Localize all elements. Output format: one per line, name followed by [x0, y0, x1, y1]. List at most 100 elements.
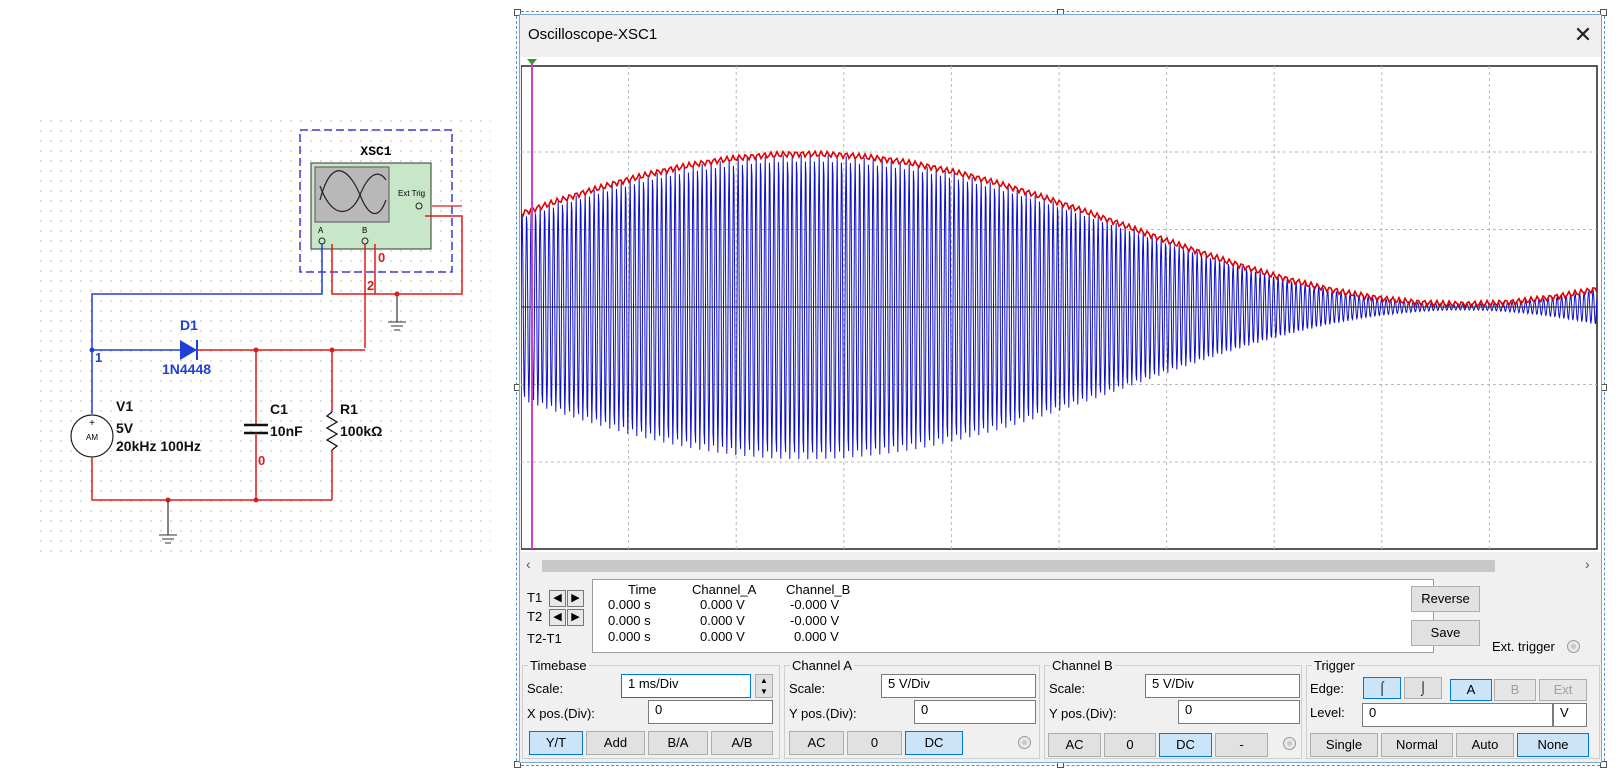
resistor-r1[interactable] [325, 411, 339, 451]
cursor-t1-handle[interactable] [527, 59, 537, 65]
ext-trig-label: Ext Trig [398, 189, 425, 198]
channel-b-dc-button[interactable]: DC [1159, 733, 1212, 757]
instrument-name: XSC1 [360, 144, 391, 159]
timebase-scale-label: Scale: [527, 681, 564, 696]
channel-b-scale-label: Scale: [1049, 681, 1086, 696]
t2-label: T2 [527, 609, 543, 624]
readout-t1-channel-a: 0.000 V [700, 597, 745, 612]
trigger-source-b-button[interactable]: B [1494, 679, 1536, 701]
scope-display[interactable] [521, 57, 1601, 552]
resize-handle[interactable] [1600, 761, 1607, 768]
capacitor-value-label: 10nF [270, 423, 303, 439]
source-frequency-label: 20kHz 100Hz [116, 438, 201, 454]
channel-b-ypos-label: Y pos.(Div): [1049, 706, 1117, 721]
resistor-ref-label: R1 [340, 401, 358, 417]
channel-a-terminal-label: A [318, 226, 324, 235]
falling-edge-icon[interactable]: ⌡ [1404, 677, 1442, 699]
scroll-right-icon[interactable]: › [1585, 556, 1590, 572]
t2-t1-label: T2-T1 [527, 631, 562, 646]
source-am-label: AM [86, 433, 98, 442]
diode-model-label: 1N4448 [162, 361, 211, 377]
trigger-single-button[interactable]: Single [1310, 733, 1378, 757]
yt-mode-button[interactable]: Y/T [529, 731, 583, 755]
resistor-value-label: 100kΩ [340, 423, 382, 439]
t2-left-arrow-icon[interactable]: ◀ [549, 609, 566, 626]
circuit-schematic: XSC1 Ext Trig A B + AM [36, 112, 491, 560]
channel-a-ac-button[interactable]: AC [789, 731, 844, 755]
scrollbar-thumb[interactable] [542, 560, 1495, 572]
channel-b-group [1044, 665, 1302, 759]
channel-a-zero-button[interactable]: 0 [847, 731, 902, 755]
channel-a-scale-label: Scale: [789, 681, 826, 696]
trigger-source-a-button[interactable]: A [1450, 679, 1492, 701]
reverse-button[interactable]: Reverse [1411, 586, 1480, 612]
channel-b-ac-button[interactable]: AC [1048, 733, 1101, 757]
wire-node1-to-ch-a[interactable] [91, 244, 323, 350]
readout-t2-channel-a: 0.000 V [700, 613, 745, 628]
resize-handle[interactable] [514, 761, 521, 768]
source-plus-sign: + [89, 418, 95, 429]
ba-mode-button[interactable]: B/A [648, 731, 708, 755]
trigger-normal-button[interactable]: Normal [1381, 733, 1453, 757]
node-0-label-a: 0 [258, 453, 265, 468]
trigger-none-button[interactable]: None [1517, 733, 1589, 757]
channel-a-dc-button[interactable]: DC [905, 731, 963, 755]
ground-symbol [159, 534, 177, 544]
readout-diff-channel-b: 0.000 V [794, 629, 839, 644]
timebase-scale-spinner-icon[interactable]: ▲ ▼ [755, 674, 773, 698]
readout-t2-time: 0.000 s [608, 613, 651, 628]
channel-b-zero-button[interactable]: 0 [1104, 733, 1156, 757]
readout-t1-time: 0.000 s [608, 597, 651, 612]
channel-a-group [784, 665, 1040, 759]
readout-header-time: Time [628, 582, 657, 597]
ext-trig-terminal[interactable] [415, 202, 423, 210]
add-mode-button[interactable]: Add [586, 731, 645, 755]
channel-a-terminal-indicator [1018, 736, 1031, 749]
node-0-label-b: 0 [378, 250, 385, 265]
channel-b-terminal-label: B [362, 226, 367, 235]
trigger-level-field[interactable]: 0 [1362, 703, 1553, 727]
channel-b-invert-button[interactable]: - [1215, 733, 1268, 757]
scroll-left-icon[interactable]: ‹ [526, 556, 531, 572]
channel-b-scale-field[interactable]: 5 V/Div [1145, 674, 1300, 698]
resize-handle[interactable] [514, 9, 521, 16]
trigger-source-ext-button[interactable]: Ext [1539, 679, 1587, 701]
t2-right-arrow-icon[interactable]: ▶ [567, 609, 584, 626]
readout-t1-channel-b: -0.000 V [790, 597, 840, 612]
trigger-group [1306, 665, 1600, 759]
trigger-auto-button[interactable]: Auto [1456, 733, 1514, 757]
t1-right-arrow-icon[interactable]: ▶ [567, 590, 584, 607]
channel-b-ypos-field[interactable]: 0 [1178, 700, 1300, 724]
resize-handle[interactable] [1600, 9, 1607, 16]
save-button[interactable]: Save [1411, 620, 1480, 646]
ab-mode-button[interactable]: A/B [711, 731, 773, 755]
timebase-scale-field[interactable]: 1 ms/Div [621, 674, 751, 698]
trigger-level-unit[interactable]: V [1553, 703, 1587, 727]
instrument-selection-box[interactable] [299, 129, 453, 273]
trigger-edge-label: Edge: [1310, 681, 1344, 696]
node-1-label: 1 [95, 350, 102, 365]
oscilloscope-screen-icon [314, 166, 390, 223]
timebase-xpos-field[interactable]: 0 [648, 700, 773, 724]
ext-trigger-terminal [1567, 640, 1580, 653]
trigger-level-label: Level: [1310, 705, 1345, 720]
t1-label: T1 [527, 590, 543, 605]
source-ref-label: V1 [116, 398, 133, 414]
channel-a-title: Channel A [790, 658, 854, 673]
diode-ref-label: D1 [180, 317, 198, 333]
channel-a-scale-field[interactable]: 5 V/Div [881, 674, 1036, 698]
channel-a-ypos-field[interactable]: 0 [914, 700, 1036, 724]
close-icon[interactable]: ✕ [1573, 22, 1593, 47]
channel-a-ypos-label: Y pos.(Div): [789, 706, 857, 721]
readout-header-channel-a: Channel_A [692, 582, 757, 597]
readout-t2-channel-b: -0.000 V [790, 613, 840, 628]
timebase-xpos-label: X pos.(Div): [527, 706, 595, 721]
timebase-title: Timebase [528, 658, 589, 673]
t1-left-arrow-icon[interactable]: ◀ [549, 590, 566, 607]
source-amplitude-label: 5V [116, 420, 134, 436]
channel-b-trace [521, 149, 1598, 309]
wire-ch-a-ground[interactable] [331, 215, 463, 295]
rising-edge-icon[interactable]: ⌠ [1363, 677, 1401, 699]
trigger-title: Trigger [1312, 658, 1357, 673]
timebase-group [522, 665, 780, 759]
